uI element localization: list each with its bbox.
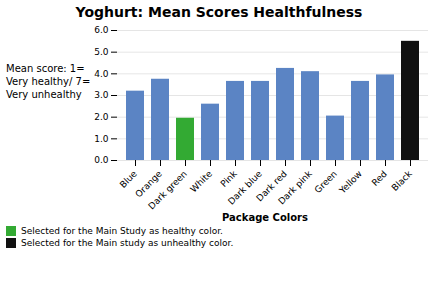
svg-text:Blue: Blue <box>118 168 139 189</box>
svg-text:Dark green: Dark green <box>146 169 189 212</box>
svg-text:3.0: 3.0 <box>94 90 109 100</box>
svg-text:Dark pink: Dark pink <box>276 168 314 206</box>
svg-text:0.0: 0.0 <box>94 155 109 165</box>
svg-text:Green: Green <box>313 169 339 195</box>
svg-text:Orange: Orange <box>133 168 164 200</box>
svg-text:Yellow: Yellow <box>337 169 364 196</box>
svg-text:Dark red: Dark red <box>254 168 289 204</box>
html-text:Selected for the Main Study as: Selected for the Main Study as healthy c… <box>21 226 223 236</box>
svg-text:5.0: 5.0 <box>94 47 109 57</box>
html-text:Yoghurt: Mean Scores Healthful: Yoghurt: Mean Scores Healthfulness <box>75 4 363 20</box>
html-text:Package Colors: Package Colors <box>222 212 308 223</box>
html-text:Mean score: 1= Very healthy/ 7: Mean score: 1= Very healthy/ 7= Very unh… <box>6 63 91 100</box>
svg-text:6.0: 6.0 <box>94 25 109 35</box>
svg-text:Pink: Pink <box>219 168 240 189</box>
svg-text:White: White <box>188 168 214 194</box>
svg-text:Red: Red <box>370 169 389 188</box>
svg-text:1.0: 1.0 <box>94 134 109 144</box>
svg-text:4.0: 4.0 <box>94 69 109 79</box>
html-text:Selected for the Main study as: Selected for the Main study as unhealthy… <box>21 238 234 248</box>
svg-text:Black: Black <box>390 168 415 193</box>
svg-text:2.0: 2.0 <box>94 112 109 122</box>
svg-text:Dark blue: Dark blue <box>226 168 264 207</box>
